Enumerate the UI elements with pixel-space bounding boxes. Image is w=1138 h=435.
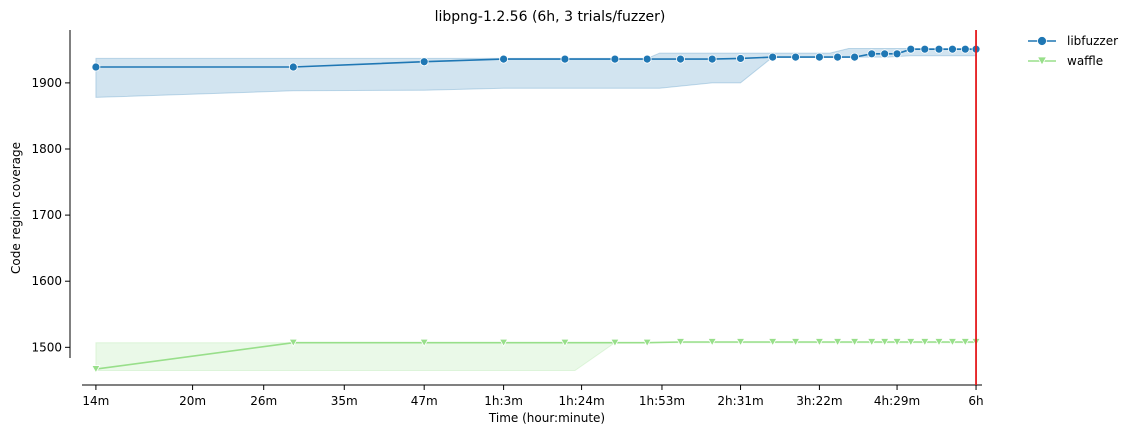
data-point-waffle xyxy=(906,338,916,347)
x-tick-label: 14m xyxy=(82,394,109,408)
x-axis-label: Time (hour:minute) xyxy=(488,411,605,425)
confidence-band-waffle xyxy=(95,342,976,371)
x-tick-label: 6h xyxy=(968,394,983,408)
confidence-bands xyxy=(95,48,977,371)
x-tick-label: 47m xyxy=(411,394,438,408)
axes xyxy=(69,30,982,386)
data-point-waffle xyxy=(790,338,801,347)
data-point-libfuzzer xyxy=(906,44,916,54)
data-point-libfuzzer xyxy=(791,52,800,62)
data-point-waffle xyxy=(642,338,652,347)
chart-title: libpng-1.2.56 (6h, 3 trials/fuzzer) xyxy=(435,9,666,25)
data-point-waffle xyxy=(610,338,620,347)
data-point-waffle xyxy=(707,338,717,347)
data-point-waffle xyxy=(892,338,902,347)
x-tick-label: 3h:22m xyxy=(796,394,842,408)
data-point-waffle xyxy=(498,338,509,347)
legend-marker-waffle xyxy=(1036,56,1048,66)
data-point-libfuzzer xyxy=(920,44,930,54)
data-point-libfuzzer xyxy=(934,44,944,54)
data-point-waffle xyxy=(849,338,860,347)
series-lines xyxy=(95,48,976,370)
data-point-waffle xyxy=(419,338,429,347)
data-point-waffle xyxy=(91,365,101,374)
y-tick-label: 1600 xyxy=(31,274,62,288)
data-point-libfuzzer xyxy=(499,54,508,64)
x-tick-label: 20m xyxy=(179,394,206,408)
data-point-libfuzzer xyxy=(288,62,298,72)
data-point-waffle xyxy=(767,338,778,347)
y-tick-label: 1800 xyxy=(31,142,62,156)
data-point-waffle xyxy=(560,338,570,347)
data-point-libfuzzer xyxy=(768,52,778,62)
x-axis-ticks: 14m 20m 26m 35m 47m 1h:3m 1h:24m 1h:53m 2h:31m 3h… xyxy=(82,385,984,408)
data-point-waffle xyxy=(879,338,890,347)
data-point-waffle xyxy=(960,338,970,347)
data-point-waffle xyxy=(675,338,686,347)
legend-label-waffle: waffle xyxy=(1067,54,1103,68)
data-point-libfuzzer xyxy=(610,54,620,64)
data-point-libfuzzer xyxy=(815,52,824,62)
data-point-libfuzzer xyxy=(419,57,429,67)
data-point-waffle xyxy=(735,338,746,347)
data-point-libfuzzer xyxy=(948,44,957,54)
y-axis-label: Code region coverage xyxy=(9,142,23,274)
legend-marker-libfuzzer xyxy=(1037,36,1047,46)
confidence-band-libfuzzer xyxy=(95,48,977,98)
data-point-waffle xyxy=(814,338,825,347)
series-markers xyxy=(91,44,981,374)
data-point-libfuzzer xyxy=(833,52,842,62)
data-point-libfuzzer xyxy=(707,54,717,64)
x-tick-label: 35m xyxy=(331,394,358,408)
x-tick-label: 1h:24m xyxy=(558,394,604,408)
data-point-waffle xyxy=(288,338,298,347)
x-tick-label: 1h:3m xyxy=(484,394,523,408)
x-tick-label: 2h:31m xyxy=(717,394,763,408)
data-point-libfuzzer xyxy=(867,49,877,59)
data-point-waffle xyxy=(867,338,877,347)
y-tick-label: 1500 xyxy=(31,340,62,354)
data-point-libfuzzer xyxy=(960,44,970,54)
y-tick-label: 1900 xyxy=(31,76,62,90)
data-point-waffle xyxy=(832,338,843,347)
data-point-libfuzzer xyxy=(880,49,890,59)
data-point-libfuzzer xyxy=(676,54,685,64)
y-tick-label: 1700 xyxy=(31,208,62,222)
data-point-libfuzzer xyxy=(560,54,570,64)
data-point-libfuzzer xyxy=(91,62,101,72)
x-tick-label: 26m xyxy=(250,394,277,408)
data-point-libfuzzer xyxy=(642,54,652,64)
legend: libfuzzer waffle xyxy=(1028,34,1118,68)
data-point-libfuzzer xyxy=(892,49,902,59)
data-point-libfuzzer xyxy=(850,52,860,62)
legend-label-libfuzzer: libfuzzer xyxy=(1067,34,1118,48)
x-tick-label: 1h:53m xyxy=(639,394,685,408)
data-point-waffle xyxy=(920,338,930,347)
x-tick-label: 4h:29m xyxy=(874,394,920,408)
y-axis-ticks: 1500 1600 1700 1800 1900 xyxy=(31,76,70,354)
data-point-waffle xyxy=(947,338,958,347)
data-point-waffle xyxy=(934,338,944,347)
data-point-libfuzzer xyxy=(736,54,745,63)
